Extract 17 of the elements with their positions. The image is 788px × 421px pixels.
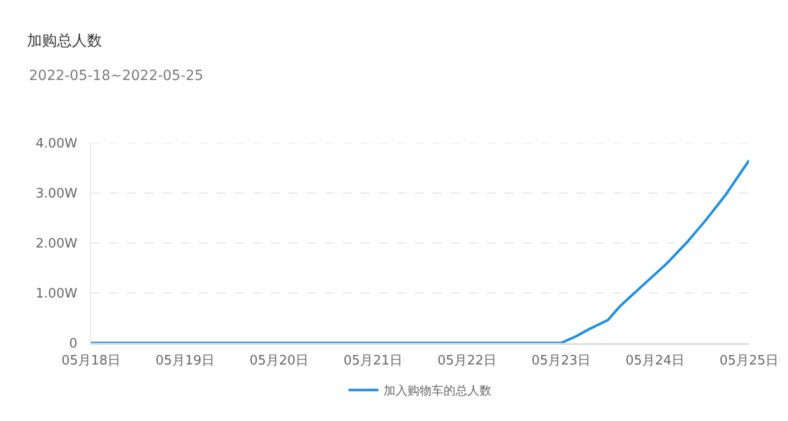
y-tick-label: 2.00W [36, 236, 78, 252]
x-tick-label: 05月19日 [155, 353, 215, 368]
chart-subtitle: 2022-05-18~2022-05-25 [29, 68, 204, 84]
x-tick-label: 05月20日 [249, 353, 309, 368]
chart-title: 加购总人数 [27, 31, 102, 50]
y-tick-label: 4.00W [36, 136, 78, 152]
y-tick-label: 1.00W [36, 286, 78, 302]
legend-label: 加入购物车的总人数 [384, 384, 492, 398]
x-tick-label: 05月24日 [625, 353, 685, 368]
line-series [91, 159, 749, 343]
x-tick-label: 05月25日 [719, 353, 779, 368]
y-tick-label: 0 [69, 336, 78, 352]
x-tick-label: 05月21日 [343, 353, 403, 368]
y-tick-label: 3.00W [36, 186, 78, 202]
x-tick-label: 05月23日 [531, 353, 591, 368]
x-tick-label: 05月18日 [61, 353, 121, 368]
x-tick-label: 05月22日 [437, 353, 497, 368]
